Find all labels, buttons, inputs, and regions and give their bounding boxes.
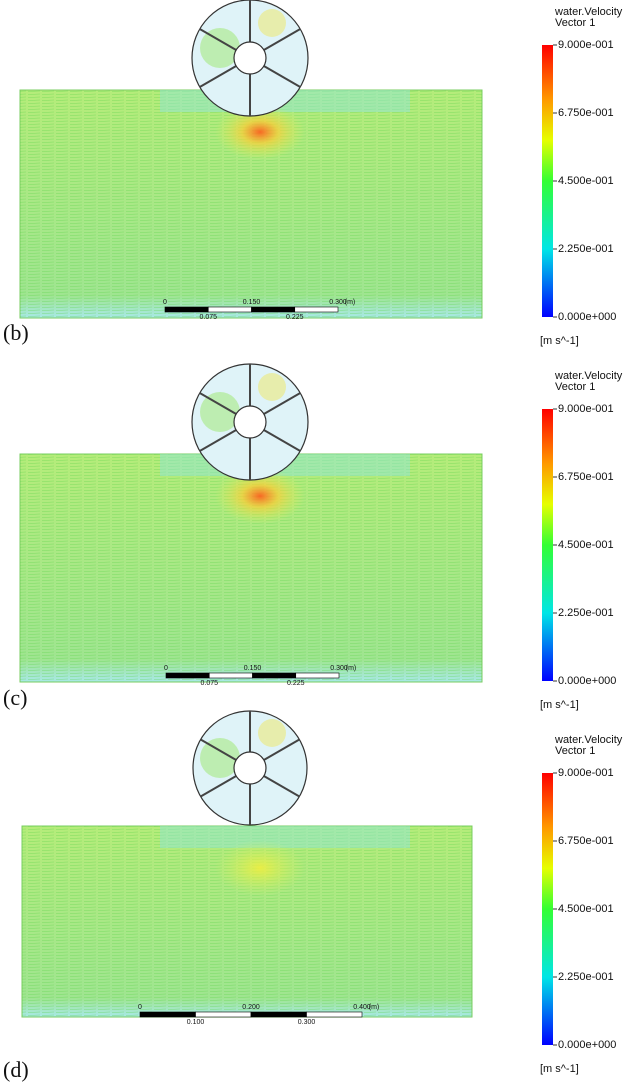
colorbar-label: 2.250e-001 [558,607,614,619]
wheel-hub [233,405,267,439]
wheel-glow [200,738,240,778]
scale-label: 0 [164,665,168,672]
scale-label: 0.225 [287,680,305,687]
scale-segment [251,306,296,313]
wheel-blade [263,738,300,761]
colorbar [542,773,553,1045]
colorbar-label: 0.000e+000 [558,675,616,687]
scale-label: 0.400 [353,1004,371,1011]
scale-label: 0.300 [330,665,348,672]
scale-label: 0 [163,299,167,306]
scale-label: (m) [345,299,356,306]
scale-segment [195,1011,252,1018]
colorbar-label: 0.000e+000 [558,1039,616,1051]
colorbar-label: 2.250e-001 [558,971,614,983]
hotspot [215,104,305,160]
wheel-blade [199,392,237,415]
colorbar-label: 9.000e-001 [558,767,614,779]
scale-label: (m) [369,1004,380,1011]
wheel-blade [263,429,301,452]
scale-segment [306,1011,363,1018]
legend-unit: [m s^-1] [540,1063,579,1075]
wheel-glow [258,719,286,747]
scale-label: 0.150 [243,299,261,306]
scale-segment [207,306,252,313]
wheel-glow [258,9,286,37]
colorbar [542,45,553,317]
colorbar-label: 9.000e-001 [558,403,614,415]
scale-label: (m) [346,665,357,672]
panel-label: (c) [3,685,27,710]
wheel-blade [263,28,301,51]
colorbar-label: 6.750e-001 [558,835,614,847]
scale-segment [250,1011,307,1018]
scale-label: 0.150 [244,665,262,672]
colorbar-label: 6.750e-001 [558,471,614,483]
legend-unit: [m s^-1] [540,699,579,711]
scale-label: 0.225 [286,314,304,321]
wheel-blade [200,738,237,761]
panel: 0 0.150 0.300(m) 0.075 0.225 (c) water.Velocit… [3,363,623,711]
scale-label: 0.075 [199,314,217,321]
surface-band [160,826,410,848]
scale-label: 0.200 [242,1004,260,1011]
legend-title: water.Velocity [554,370,623,382]
legend-subtitle: Vector 1 [555,745,595,757]
wheel-hub [233,41,267,75]
scale-segment [139,1011,196,1018]
legend-subtitle: Vector 1 [555,381,595,393]
colorbar-label: 0.000e+000 [558,311,616,323]
wheel-blade [263,65,301,88]
panel: 0 0.150 0.300(m) 0.075 0.225 (b) water.Velocit… [3,0,623,347]
colorbar-label: 9.000e-001 [558,39,614,51]
scale-label: 0.300 [329,299,347,306]
wheel-hub [233,751,267,785]
panel-label: (d) [3,1057,29,1082]
scale-label: 0.100 [187,1019,205,1026]
wheel-blade [200,775,237,798]
scale-label: 0.075 [200,680,218,687]
colorbar-label: 4.500e-001 [558,903,614,915]
wheel-glow [200,392,240,432]
scale-segment [295,672,340,679]
scale-segment [208,672,253,679]
wheel-blade [199,65,237,88]
wheel-glow [200,28,240,68]
panel: 0 0.200 0.400(m) 0.100 0.300 (d) water.Velocit… [3,710,623,1082]
colorbar-label: 2.250e-001 [558,243,614,255]
hotspot [215,468,305,524]
scale-label: 0 [138,1004,142,1011]
colorbar-label: 4.500e-001 [558,539,614,551]
colorbar-label: 4.500e-001 [558,175,614,187]
scale-label: 0.300 [298,1019,316,1026]
scale-segment [164,306,209,313]
legend-unit: [m s^-1] [540,335,579,347]
hotspot [215,840,305,896]
legend-title: water.Velocity [554,734,623,746]
wheel-blade [263,392,301,415]
legend-title: water.Velocity [554,6,623,18]
wheel-blade [199,28,237,51]
legend-subtitle: Vector 1 [555,17,595,29]
scale-segment [165,672,210,679]
colorbar-label: 6.750e-001 [558,107,614,119]
wheel-blade [199,429,237,452]
panel-label: (b) [3,320,29,345]
wheel-glow [258,373,286,401]
scale-segment [294,306,339,313]
wheel-blade [263,775,300,798]
scale-segment [252,672,297,679]
colorbar [542,409,553,681]
